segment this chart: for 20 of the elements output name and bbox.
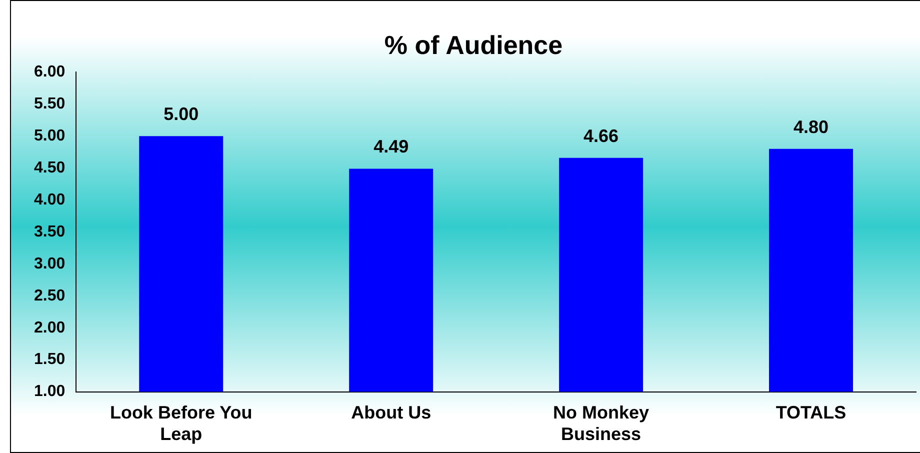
y-tick-label: 1.00 — [34, 383, 66, 400]
y-tick-label: 2.00 — [34, 319, 66, 336]
data-label: 4.80 — [793, 116, 829, 137]
data-label: 4.49 — [374, 136, 409, 157]
y-tick-label: 5.00 — [34, 128, 66, 145]
x-tick-label: No Monkey Business — [553, 402, 650, 444]
chart-title: % of Audience — [384, 30, 563, 60]
y-tick-label: 5.50 — [34, 96, 66, 113]
y-tick-label: 4.00 — [34, 191, 66, 208]
y-tick-label: 6.00 — [34, 64, 66, 81]
data-label: 4.66 — [584, 126, 619, 146]
data-label: 5.00 — [164, 104, 199, 124]
x-tick-label: About Us — [351, 402, 432, 423]
y-tick-label: 3.00 — [34, 255, 66, 272]
y-tick-label: 2.50 — [34, 287, 66, 304]
x-tick-label: Look Before You Leap — [110, 402, 252, 444]
y-tick-label: 3.50 — [34, 223, 66, 240]
x-tick-label: TOTALS — [776, 402, 846, 423]
y-tick-label: 1.50 — [34, 351, 66, 368]
y-tick-label: 4.50 — [34, 159, 66, 176]
